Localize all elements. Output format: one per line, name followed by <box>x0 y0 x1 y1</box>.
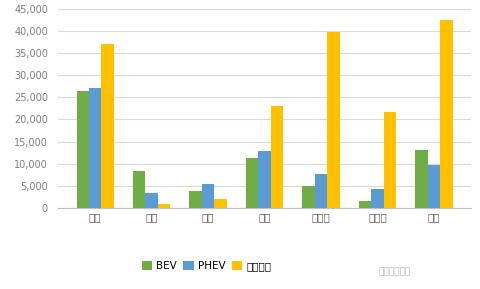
Text: 汽车电子设计: 汽车电子设计 <box>377 267 410 276</box>
Bar <box>258 151 270 208</box>
Bar <box>302 186 314 208</box>
Bar <box>214 199 226 208</box>
Bar <box>270 106 283 208</box>
Bar <box>145 193 157 208</box>
Bar <box>314 174 326 208</box>
Bar <box>358 201 371 208</box>
Bar <box>326 32 339 208</box>
Bar <box>427 165 439 208</box>
Bar <box>371 190 383 208</box>
Bar <box>245 158 258 208</box>
Bar <box>157 204 170 208</box>
Bar <box>189 191 202 208</box>
Bar <box>132 171 145 208</box>
Bar <box>101 44 114 208</box>
Bar <box>202 184 214 208</box>
Bar <box>414 151 427 208</box>
Bar <box>89 88 101 208</box>
Bar <box>383 112 396 208</box>
Legend: BEV, PHEV, 混合动力: BEV, PHEV, 混合动力 <box>137 257 275 275</box>
Bar <box>439 20 452 208</box>
Bar <box>76 91 89 208</box>
